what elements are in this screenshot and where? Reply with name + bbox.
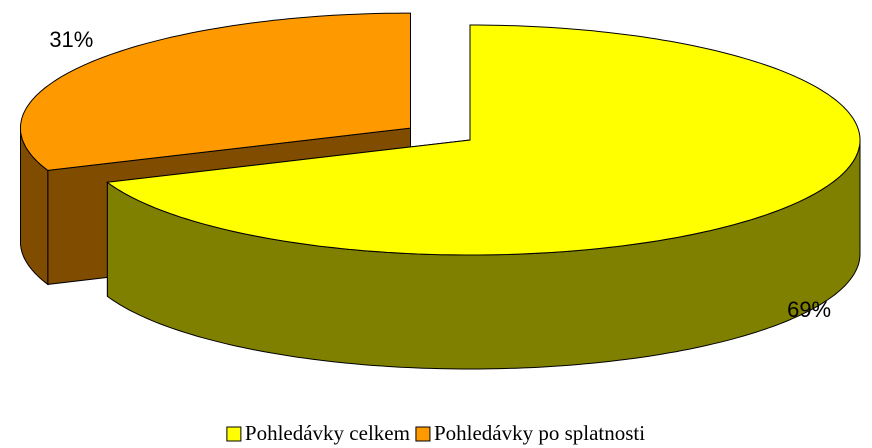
value-label: 31%	[49, 27, 93, 52]
pie-slice	[106, 24, 861, 370]
legend-label: Pohledávky po splatnosti	[434, 421, 645, 445]
slice-top	[20, 12, 411, 171]
legend-label: Pohledávky celkem	[245, 421, 410, 445]
slice-top	[106, 24, 861, 256]
legend-swatch	[226, 426, 242, 442]
value-label: 69%	[787, 297, 831, 322]
legend-swatch	[415, 426, 431, 442]
